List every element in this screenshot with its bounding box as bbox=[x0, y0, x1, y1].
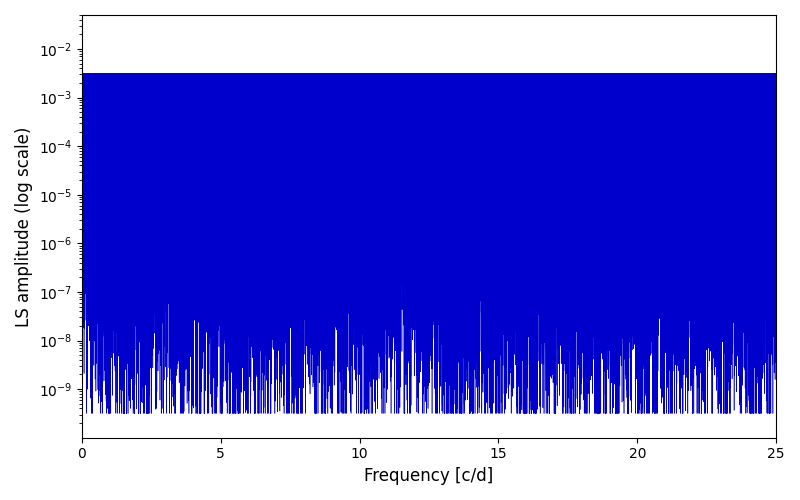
Y-axis label: LS amplitude (log scale): LS amplitude (log scale) bbox=[15, 126, 33, 326]
X-axis label: Frequency [c/d]: Frequency [c/d] bbox=[364, 467, 494, 485]
